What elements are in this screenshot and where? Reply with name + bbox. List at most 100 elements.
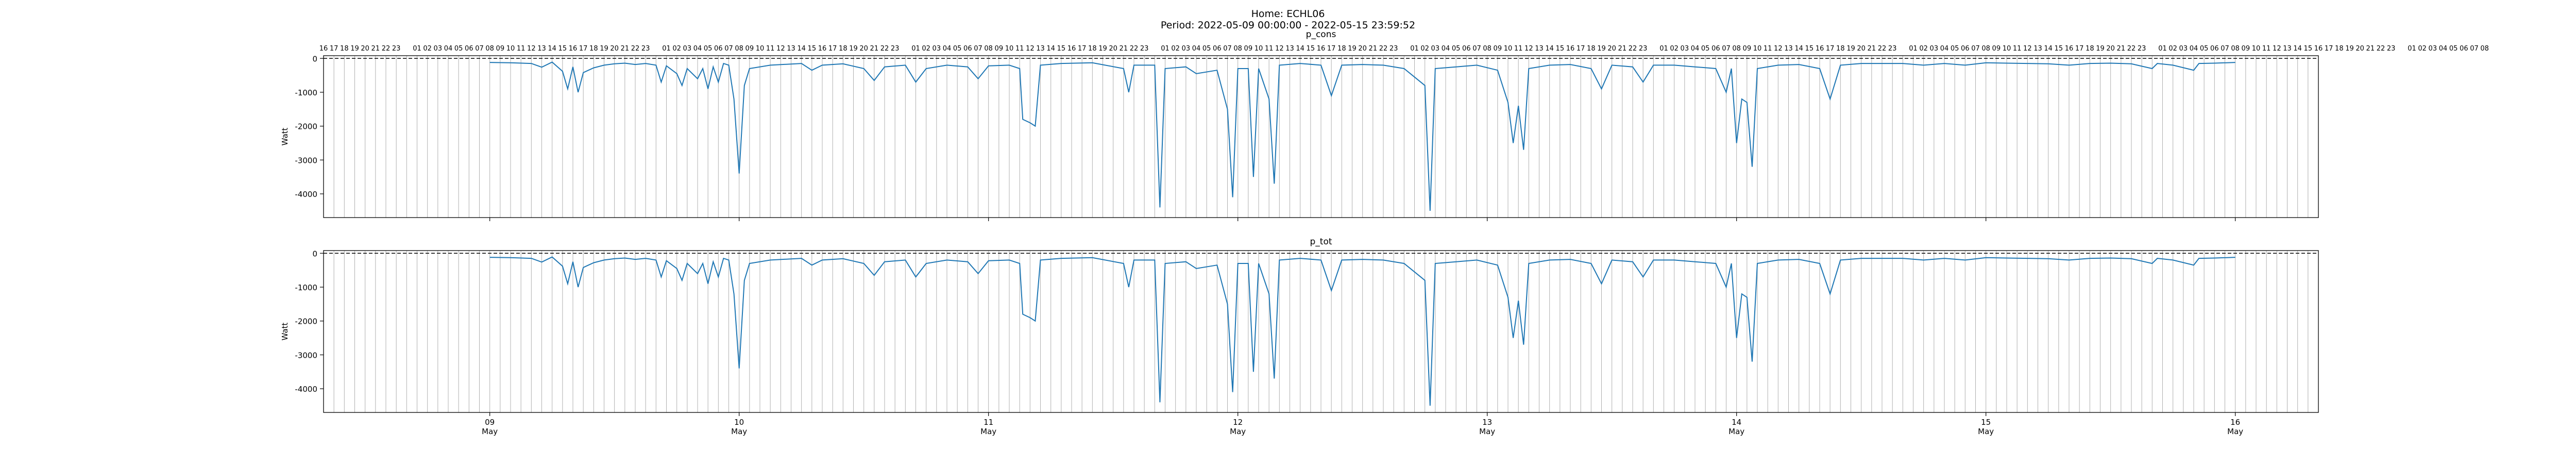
- hour-tick-label: 07: [1722, 45, 1731, 53]
- hour-tick-label: 05: [1701, 45, 1710, 53]
- hour-tick-label: 22: [2377, 45, 2385, 53]
- hour-tick-label: 16: [818, 45, 827, 53]
- hour-tick-label: 23: [891, 45, 900, 53]
- hour-tick-label: 03: [683, 45, 692, 53]
- hour-tick-label: 11: [2013, 45, 2022, 53]
- hour-tick-label: 05: [2200, 45, 2209, 53]
- hour-tick-label: 08: [2480, 45, 2489, 53]
- hour-tick-label: 16: [2314, 45, 2323, 53]
- hour-tick-label: 18: [1337, 45, 1346, 53]
- hour-tick-label: 10: [506, 45, 515, 53]
- figure-title-home: Home: ECHL06: [1251, 8, 1325, 20]
- hour-tick-label: 17: [579, 45, 588, 53]
- hour-tick-label: 19: [2096, 45, 2105, 53]
- y-tick-label: -3000: [295, 351, 317, 360]
- hour-tick-label: 21: [1120, 45, 1128, 53]
- hour-tick-label: 04: [1691, 45, 1700, 53]
- hour-tick-label: 02: [2418, 45, 2427, 53]
- hour-tick-label: 14: [1794, 45, 1803, 53]
- month-tick-label: May: [2227, 427, 2243, 436]
- hour-tick-label: 17: [1577, 45, 1585, 53]
- hour-tick-label: 12: [1524, 45, 1533, 53]
- month-tick-label: May: [482, 427, 498, 436]
- hour-tick-label: 22: [1878, 45, 1887, 53]
- hour-tick-label: 08: [1732, 45, 1741, 53]
- hour-tick-label: 05: [454, 45, 463, 53]
- hour-tick-label: 09: [1743, 45, 1752, 53]
- hour-tick-label: 11: [1265, 45, 1274, 53]
- hour-tick-label: 08: [1483, 45, 1492, 53]
- hour-tick-label: 14: [2044, 45, 2053, 53]
- y-tick-label: -2000: [295, 317, 317, 326]
- hour-tick-label: 06: [1711, 45, 1720, 53]
- hour-tick-label: 06: [963, 45, 972, 53]
- hour-tick-label: 04: [1442, 45, 1450, 53]
- hour-tick-label: 22: [2127, 45, 2136, 53]
- hour-tick-label: 07: [2470, 45, 2479, 53]
- hour-grid: [324, 251, 2318, 412]
- hour-tick-label: 02: [1919, 45, 1928, 53]
- hour-tick-label: 06: [2210, 45, 2219, 53]
- hour-tick-label: 23: [1888, 45, 1897, 53]
- hour-tick-label: 05: [2449, 45, 2458, 53]
- hour-tick-label: 16: [1317, 45, 1326, 53]
- hour-tick-label: 17: [828, 45, 837, 53]
- hour-tick-label: 02: [1670, 45, 1679, 53]
- hour-tick-label: 13: [1036, 45, 1045, 53]
- y-tick-label: -3000: [295, 156, 317, 165]
- hour-tick-label: 03: [2179, 45, 2188, 53]
- hour-tick-label: 01: [662, 45, 671, 53]
- day-tick-label: 11: [984, 418, 993, 427]
- hour-tick-label: 01: [1659, 45, 1668, 53]
- hour-tick-label: 05: [1951, 45, 1959, 53]
- hour-tick-label: 20: [1358, 45, 1367, 53]
- hour-tick-label: 04: [2439, 45, 2448, 53]
- hour-tick-label: 10: [1255, 45, 1263, 53]
- hour-tick-label: 02: [2168, 45, 2177, 53]
- hour-tick-label: 01: [911, 45, 920, 53]
- hour-tick-label: 18: [1587, 45, 1596, 53]
- hour-tick-label: 03: [1431, 45, 1440, 53]
- hour-tick-label: 15: [1556, 45, 1565, 53]
- hour-tick-label: 23: [2387, 45, 2396, 53]
- y-tick-label: 0: [312, 249, 317, 258]
- hour-tick-label: 22: [382, 45, 391, 53]
- day-tick-label: 14: [1732, 418, 1741, 427]
- y-tick-label: -1000: [295, 88, 317, 97]
- hour-tick-label: 20: [1607, 45, 1616, 53]
- hour-tick-label: 04: [1940, 45, 1949, 53]
- y-axis-label: Watt: [280, 322, 290, 340]
- hour-tick-label: 03: [1681, 45, 1689, 53]
- hour-tick-label: 19: [1597, 45, 1606, 53]
- hour-tick-label: 16: [1067, 45, 1076, 53]
- hour-tick-label: 12: [527, 45, 536, 53]
- hour-tick-label: 19: [350, 45, 359, 53]
- hour-tick-label: 15: [558, 45, 567, 53]
- month-tick-label: May: [731, 427, 747, 436]
- day-tick-label: 10: [734, 418, 744, 427]
- hour-tick-label: 10: [1504, 45, 1513, 53]
- hour-tick-label: 11: [1514, 45, 1523, 53]
- hour-tick-label: 12: [1275, 45, 1284, 53]
- hour-tick-label: 22: [1130, 45, 1139, 53]
- hour-tick-label: 23: [392, 45, 401, 53]
- hour-tick-label: 18: [340, 45, 349, 53]
- day-tick-label: 15: [1981, 418, 1991, 427]
- y-tick-label: -2000: [295, 122, 317, 131]
- hour-tick-label: 11: [1764, 45, 1772, 53]
- hour-tick-label: 11: [1015, 45, 1024, 53]
- hour-tick-label: 17: [1826, 45, 1835, 53]
- hour-tick-label: 15: [1057, 45, 1066, 53]
- hour-tick-label: 03: [1930, 45, 1939, 53]
- hour-tick-label: 08: [735, 45, 743, 53]
- hour-tick-label: 05: [704, 45, 713, 53]
- hour-tick-label: 08: [1233, 45, 1242, 53]
- hour-tick-label: 13: [1784, 45, 1793, 53]
- hour-tick-label: 23: [1639, 45, 1648, 53]
- hour-tick-label: 06: [1961, 45, 1970, 53]
- hour-tick-label: 16: [319, 45, 328, 53]
- hour-tick-label: 20: [2355, 45, 2364, 53]
- hour-tick-label: 05: [1452, 45, 1461, 53]
- hour-tick-label: 06: [714, 45, 723, 53]
